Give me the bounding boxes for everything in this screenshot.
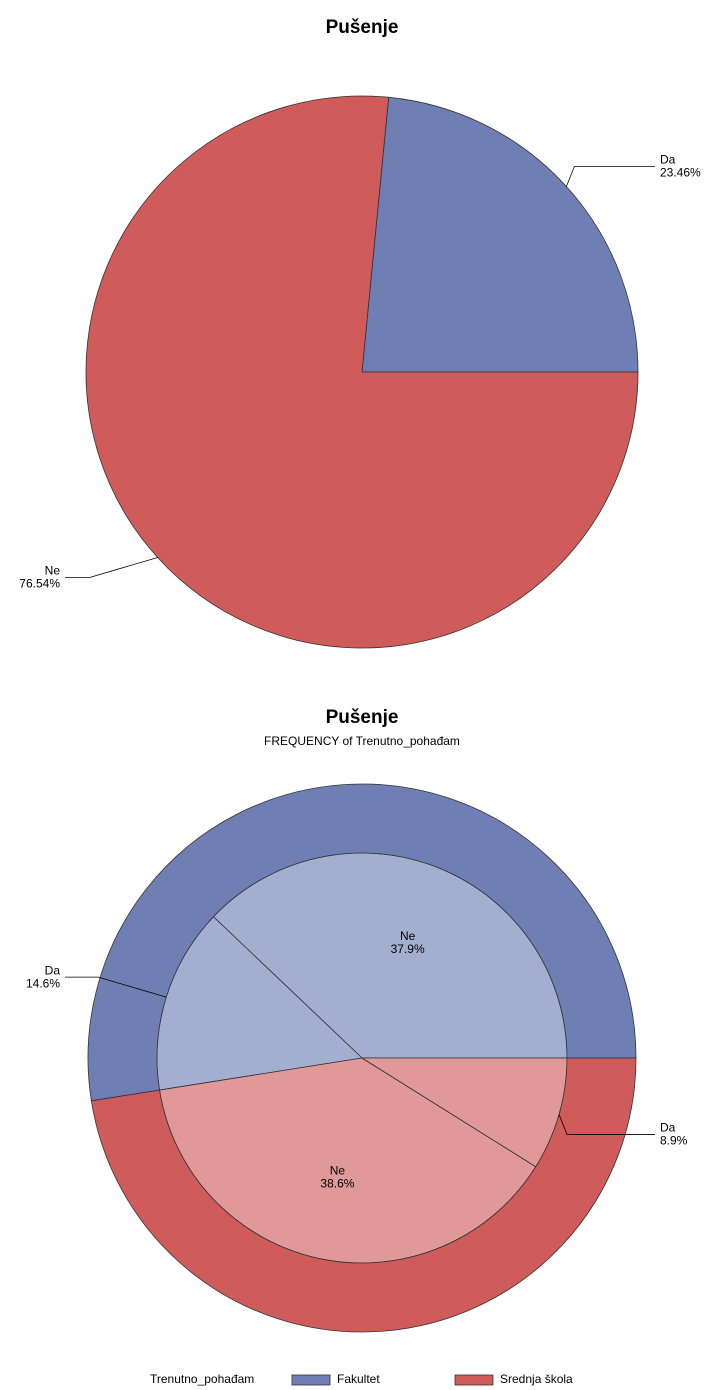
- outer-ring-segment: [87, 783, 637, 1102]
- leader-line: [65, 557, 158, 578]
- chart-title: Pušenje: [326, 17, 399, 38]
- slice-value-label: 76.54%: [19, 577, 60, 591]
- slice-value-label: 23.46%: [660, 166, 701, 180]
- slice-label: Da: [660, 153, 676, 167]
- chart-subtitle: FREQUENCY of Trenutno_pohađam: [264, 734, 460, 748]
- slice-label: Ne: [400, 929, 416, 943]
- legend-swatch: [454, 1374, 494, 1386]
- leader-line: [566, 166, 655, 187]
- leader-line: [558, 1114, 655, 1135]
- slice-value-label: 38.6%: [320, 1177, 354, 1191]
- slice-label: Da: [660, 1121, 676, 1135]
- legend-label: Srednja škola: [500, 1372, 573, 1386]
- legend-label: Fakultet: [337, 1372, 380, 1386]
- legend-title: Trenutno_pohađam: [150, 1372, 254, 1386]
- slice-label: Da: [45, 963, 61, 977]
- slice-value-label: 8.9%: [660, 1134, 688, 1148]
- outer-ring-segment: [90, 1057, 637, 1333]
- slice-label: Ne: [330, 1164, 346, 1178]
- chart-title: Pušenje: [326, 707, 399, 728]
- pie-slice: [85, 95, 639, 649]
- leader-line: [65, 976, 167, 998]
- slice-value-label: 37.9%: [391, 942, 425, 956]
- slice-value-label: 14.6%: [26, 976, 60, 990]
- slice-label: Ne: [45, 564, 61, 578]
- legend-swatch: [291, 1374, 331, 1386]
- pie-slice: [361, 96, 639, 373]
